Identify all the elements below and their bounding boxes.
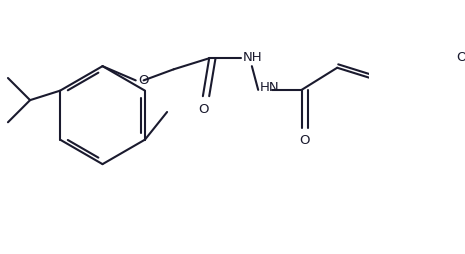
Text: O: O — [299, 134, 310, 147]
Text: NH: NH — [242, 51, 262, 64]
Text: O: O — [457, 51, 465, 64]
Text: O: O — [138, 74, 149, 87]
Text: O: O — [199, 103, 209, 116]
Text: HN: HN — [260, 81, 279, 94]
